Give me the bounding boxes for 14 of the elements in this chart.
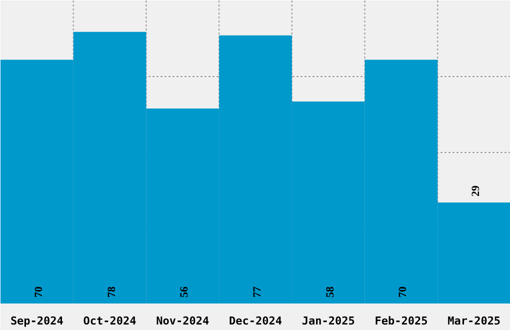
x-tick-label: Dec-2024 bbox=[229, 314, 282, 328]
x-tick-label: Oct-2024 bbox=[83, 314, 137, 328]
data-label: 78 bbox=[106, 286, 118, 298]
x-tick-label: Nov-2024 bbox=[156, 314, 210, 328]
x-tick-label: Mar-2025 bbox=[448, 314, 501, 328]
data-label: 56 bbox=[178, 286, 191, 298]
data-label: 77 bbox=[252, 286, 264, 298]
data-label: 29 bbox=[470, 185, 482, 196]
data-label: 70 bbox=[397, 286, 410, 298]
x-tick-label: Feb-2025 bbox=[374, 314, 428, 328]
x-tick-label: Jan-2025 bbox=[302, 314, 355, 328]
data-label: 70 bbox=[32, 286, 45, 298]
data-label: 58 bbox=[324, 286, 336, 298]
x-tick-label: Sep-2024 bbox=[10, 314, 64, 328]
